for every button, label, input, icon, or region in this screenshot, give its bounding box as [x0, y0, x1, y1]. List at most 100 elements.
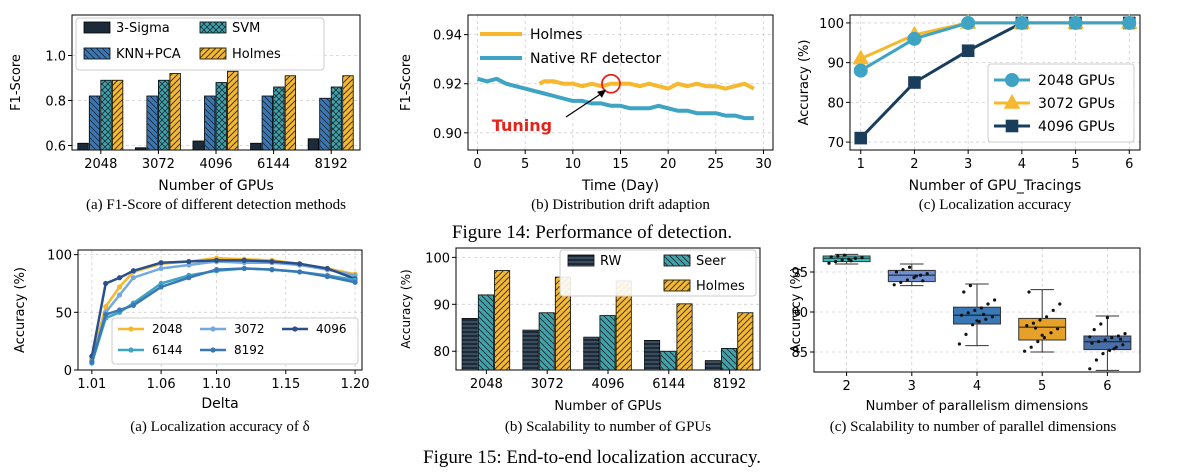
y-tick-label: 90: [433, 298, 450, 313]
x-tick-label: 8192: [713, 377, 746, 392]
subfigure-caption: (c) Scalability to number of parallel di…: [830, 419, 1117, 435]
legend-swatch-hatch: [568, 255, 594, 266]
data-point: [990, 315, 995, 319]
box-5: [1018, 289, 1067, 353]
data-point: [241, 265, 247, 272]
subfigure-caption: (a) F1-Score of different detection meth…: [86, 197, 346, 213]
bar-hatch: [737, 312, 753, 370]
x-axis-label: Number of GPU_Tracings: [909, 178, 1082, 194]
data-point: [964, 332, 968, 336]
legend-label: Holmes: [530, 27, 583, 43]
legend-label: Seer: [696, 254, 726, 269]
x-tick-label: 20: [660, 157, 677, 172]
x-tick-label: 1.15: [271, 377, 300, 392]
bar: [192, 140, 204, 151]
data-point: [899, 280, 903, 284]
legend: RW Seer Holmes: [559, 249, 757, 297]
x-tick-label: 6: [1103, 379, 1111, 394]
box-3: [887, 263, 936, 287]
data-point: [128, 347, 134, 353]
x-axis-label: Time (Day): [581, 178, 659, 194]
annotation-arrow: [565, 91, 605, 118]
bar-hatch: [676, 303, 693, 370]
bar-hatch: [583, 337, 599, 370]
bar-hatch: [319, 98, 331, 150]
data-point: [970, 323, 975, 327]
data-point: [130, 275, 137, 281]
data-point: [1005, 73, 1019, 87]
bar-hatch: [216, 82, 227, 150]
x-tick-label: 4096: [591, 377, 624, 392]
data-point: [269, 267, 275, 273]
y-tick-label: 95: [791, 266, 808, 281]
data-point: [925, 272, 929, 276]
data-point: [1092, 328, 1096, 332]
x-tick-label: 4096: [199, 157, 232, 172]
data-point: [853, 63, 868, 78]
data-point: [103, 312, 109, 318]
data-point: [213, 267, 220, 273]
data-point: [1090, 341, 1094, 345]
box-2: [822, 253, 871, 265]
x-tick-label: 3072: [142, 157, 175, 172]
data-point: [854, 131, 868, 145]
data-point: [186, 275, 192, 281]
data-point: [827, 261, 831, 265]
data-point: [842, 253, 846, 257]
bar-hatch: [705, 360, 721, 370]
figure15-caption: Figure 15: End-to-end localization accur…: [423, 447, 761, 468]
legend-label: 4096: [316, 322, 347, 336]
bar-hatch: [204, 96, 215, 150]
data-point: [957, 342, 961, 346]
legend-box: [75, 17, 325, 71]
data-point: [103, 303, 109, 310]
bar-hatch: [660, 351, 676, 370]
data-point: [128, 326, 134, 332]
x-tick-label: 25: [708, 157, 725, 172]
bar: [250, 142, 262, 151]
data-point: [975, 319, 979, 323]
data-point: [130, 302, 137, 308]
legend: Holmes Native RF detector: [480, 27, 661, 67]
x-tick-label: 1.01: [77, 377, 106, 392]
chart-f14a: 0.6 0.8 1.0 Number of GPUs F1-Score (a) F1-Sc…: [9, 14, 361, 213]
x-tick-label: 4: [973, 379, 981, 394]
y-tick-label: 100: [47, 249, 72, 264]
data-point: [905, 278, 909, 282]
y-tick-label: 0.8: [45, 95, 66, 110]
x-tick-label: 5: [1071, 157, 1079, 172]
data-point: [158, 265, 164, 272]
data-point: [1058, 302, 1062, 306]
data-point: [210, 326, 216, 332]
data-point: [833, 260, 838, 264]
box-6: [1083, 315, 1132, 371]
x-tick-label: 15: [612, 157, 629, 172]
data-point: [1099, 322, 1103, 326]
bar-hatch: [146, 96, 158, 150]
y-tick-label: 100: [425, 251, 450, 266]
annotation-arrowhead: [596, 89, 606, 98]
box-4: [953, 283, 1001, 347]
data-point: [1110, 336, 1114, 340]
data-point: [907, 265, 912, 269]
data-point: [982, 312, 986, 316]
legend-swatch-hatch: [200, 48, 226, 59]
data-point: [973, 308, 977, 312]
x-axis-label: Number of GPUs: [554, 399, 661, 414]
bar-hatch: [89, 96, 100, 150]
legend-label: 6144: [152, 343, 183, 357]
data-point: [894, 270, 898, 274]
data-point: [914, 274, 918, 278]
legend-label: Holmes: [232, 47, 281, 62]
data-point: [89, 359, 95, 365]
bar-hatch: [644, 340, 660, 370]
data-point: [116, 275, 123, 281]
data-point: [919, 273, 923, 277]
bar-hatch: [721, 348, 737, 370]
plot-frame: [849, 14, 1141, 151]
y-tick-label: 100: [819, 17, 844, 32]
legend-swatch-hatch: [664, 280, 690, 291]
data-point: [849, 259, 853, 263]
figure14-caption: Figure 14: Performance of detection.: [452, 222, 732, 243]
bar-hatch: [462, 318, 478, 370]
